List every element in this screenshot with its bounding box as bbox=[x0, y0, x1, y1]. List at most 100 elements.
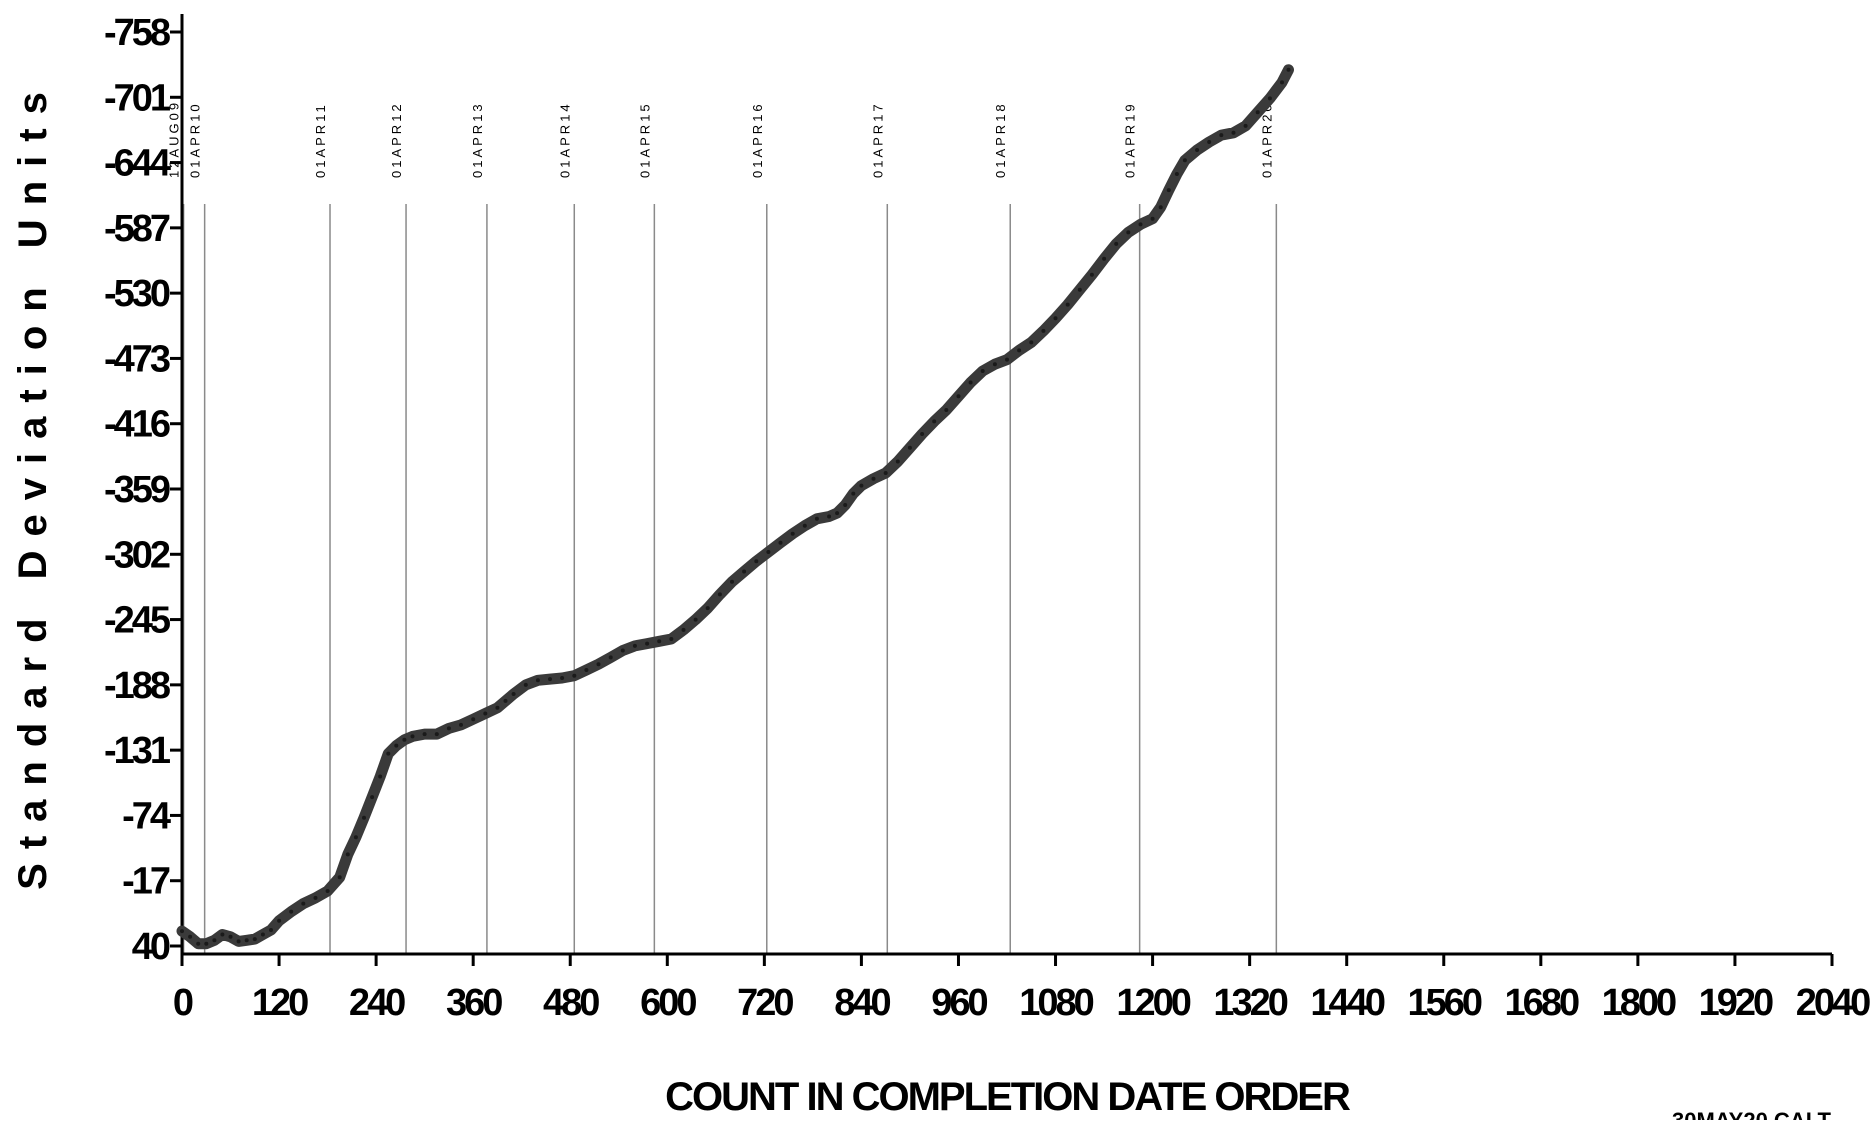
date-marker-label: 01APR17 bbox=[870, 101, 885, 178]
data-point bbox=[1182, 158, 1187, 163]
data-point bbox=[180, 929, 184, 934]
data-point bbox=[992, 362, 997, 367]
x-tick-label: 240 bbox=[349, 982, 405, 1024]
data-point bbox=[252, 937, 257, 942]
data-point bbox=[932, 419, 937, 424]
date-marker-label: 01APR20 bbox=[1259, 101, 1274, 178]
data-point bbox=[422, 732, 427, 737]
data-point bbox=[511, 692, 516, 696]
y-tick-label: -131 bbox=[104, 730, 171, 772]
date-marker-label: 01APR11 bbox=[313, 102, 328, 178]
data-point bbox=[196, 941, 201, 946]
data-point bbox=[1231, 130, 1236, 135]
data-point bbox=[1041, 328, 1046, 333]
data-point bbox=[730, 579, 734, 584]
data-point bbox=[883, 471, 888, 475]
series-group bbox=[176, 64, 1294, 950]
data-point bbox=[244, 938, 249, 943]
data-point bbox=[717, 592, 722, 597]
data-point bbox=[802, 523, 807, 528]
x-tick-label: 1560 bbox=[1407, 982, 1481, 1024]
y-tick-label: -644 bbox=[104, 143, 171, 185]
data-point bbox=[669, 637, 674, 641]
data-point bbox=[693, 617, 698, 622]
date-marker-label: 12AUG09 bbox=[167, 100, 182, 178]
data-point bbox=[1065, 302, 1070, 307]
x-tick-label: 960 bbox=[931, 982, 987, 1024]
data-point bbox=[289, 909, 294, 914]
date-marker-label: 01APR10 bbox=[188, 101, 203, 178]
data-point bbox=[790, 531, 795, 536]
x-tick-label: 1800 bbox=[1602, 982, 1676, 1024]
data-point bbox=[1195, 148, 1200, 152]
data-point bbox=[337, 875, 342, 880]
x-tick-label: 2040 bbox=[1796, 982, 1870, 1024]
data-point bbox=[325, 889, 330, 893]
data-point bbox=[523, 682, 528, 687]
x-tick-label: 1200 bbox=[1116, 982, 1190, 1024]
data-point bbox=[378, 774, 383, 779]
data-point bbox=[608, 655, 613, 660]
data-point bbox=[843, 503, 848, 507]
data-point bbox=[446, 726, 451, 731]
y-tick-label: -473 bbox=[104, 338, 170, 380]
data-point bbox=[1089, 272, 1094, 277]
data-point bbox=[503, 698, 508, 703]
y-tick-label: 40 bbox=[132, 926, 170, 968]
date-marker-label: 01APR13 bbox=[470, 101, 485, 178]
series-line bbox=[176, 64, 1294, 950]
data-point bbox=[596, 662, 601, 667]
data-point bbox=[778, 540, 783, 545]
date-marker-labels: 12AUG09 01APR10 01APR11 01APR12 01APR13 01APR… bbox=[167, 100, 1275, 178]
x-tick-label: 1080 bbox=[1019, 982, 1093, 1024]
data-point bbox=[1255, 110, 1260, 115]
data-point bbox=[228, 934, 233, 939]
data-point bbox=[705, 606, 710, 611]
data-point bbox=[535, 678, 540, 683]
data-point bbox=[301, 901, 306, 906]
data-point bbox=[188, 934, 193, 939]
data-point bbox=[584, 668, 589, 672]
data-point bbox=[402, 737, 407, 742]
data-point bbox=[754, 559, 759, 564]
data-point bbox=[495, 705, 500, 710]
data-point bbox=[742, 569, 747, 574]
data-point bbox=[632, 643, 637, 648]
x-tick-label: 120 bbox=[252, 982, 308, 1024]
y-tick-label: -302 bbox=[104, 534, 170, 576]
y-tick-label: -416 bbox=[104, 404, 170, 446]
data-point bbox=[1158, 205, 1163, 210]
data-point bbox=[260, 932, 265, 937]
data-point bbox=[459, 722, 463, 727]
x-axis-title: COUNT IN COMPLETION DATE ORDER bbox=[665, 1075, 1351, 1119]
data-point bbox=[968, 380, 973, 385]
data-point bbox=[920, 432, 925, 436]
y-tick-label: -74 bbox=[122, 795, 171, 837]
data-point bbox=[483, 711, 488, 716]
data-point bbox=[572, 673, 577, 678]
data-point bbox=[851, 491, 856, 496]
data-point bbox=[1219, 133, 1224, 138]
data-point bbox=[220, 932, 225, 937]
data-point bbox=[277, 918, 282, 923]
data-point bbox=[353, 835, 358, 840]
data-point bbox=[1243, 123, 1248, 128]
data-point bbox=[1174, 172, 1179, 176]
y-tick-label: -701 bbox=[104, 77, 171, 119]
data-point bbox=[1138, 222, 1143, 227]
data-point bbox=[560, 676, 565, 680]
data-point bbox=[620, 648, 625, 653]
date-marker-lines bbox=[182, 204, 1278, 954]
x-tick-label: 1920 bbox=[1699, 982, 1773, 1024]
data-point bbox=[827, 514, 832, 519]
data-point bbox=[859, 483, 864, 488]
data-point bbox=[362, 815, 366, 820]
data-point bbox=[471, 717, 476, 722]
data-point bbox=[236, 939, 241, 944]
data-point bbox=[269, 928, 273, 932]
x-tick-label: 1680 bbox=[1505, 982, 1579, 1024]
data-point bbox=[766, 550, 771, 554]
data-point bbox=[1207, 140, 1212, 144]
